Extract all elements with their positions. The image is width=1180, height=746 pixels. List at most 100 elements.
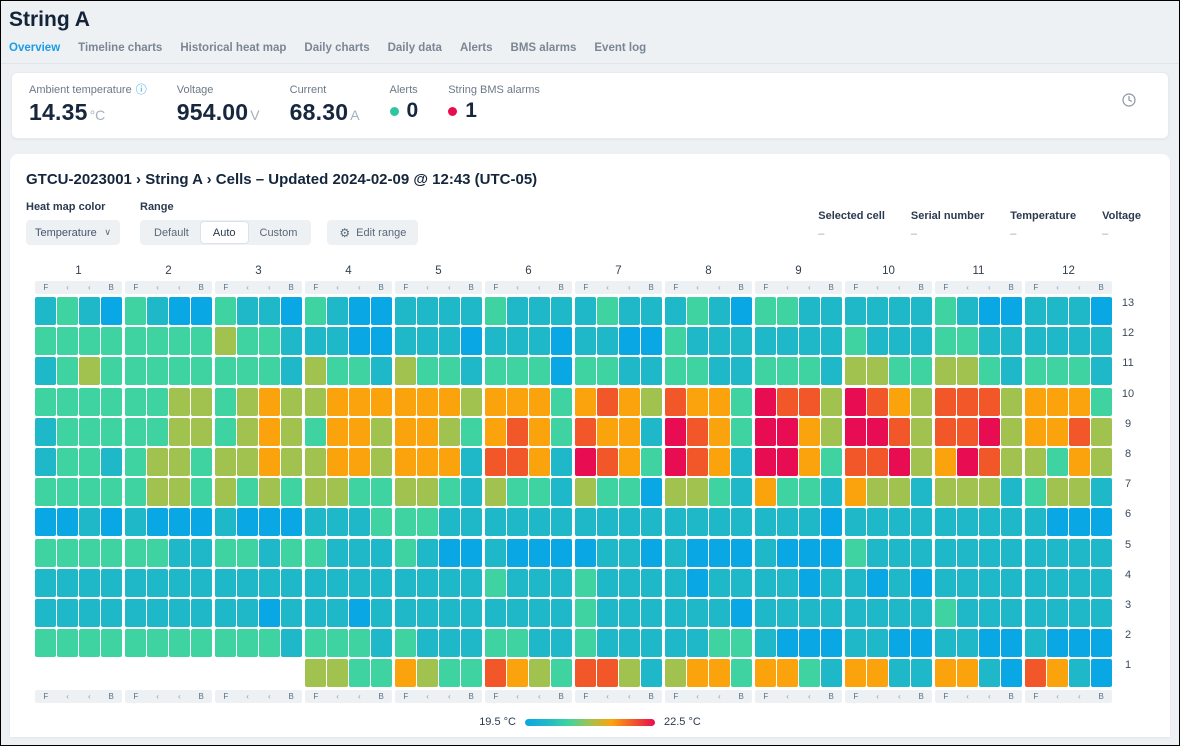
heatmap-cell[interactable] (641, 629, 662, 658)
heatmap-cell[interactable] (101, 327, 122, 356)
heatmap-cell[interactable] (215, 478, 236, 507)
heatmap-cell[interactable] (147, 327, 168, 356)
heatmap-cell[interactable] (147, 417, 168, 446)
heatmap-cell[interactable] (349, 417, 370, 446)
heatmap-cell[interactable] (687, 447, 708, 476)
heatmap-cell[interactable] (417, 327, 438, 356)
heatmap-cell[interactable] (237, 508, 258, 537)
heatmap-cell[interactable] (327, 387, 348, 416)
heatmap-cell[interactable] (1091, 538, 1112, 567)
tab-daily-charts[interactable]: Daily charts (304, 42, 370, 54)
heatmap-cell[interactable] (911, 508, 932, 537)
heatmap-cell[interactable] (237, 447, 258, 476)
heatmap-cell[interactable] (755, 538, 776, 567)
heatmap-cell[interactable] (1047, 568, 1068, 597)
heatmap-cell[interactable] (889, 387, 910, 416)
heatmap-cell[interactable] (327, 478, 348, 507)
heatmap-cell[interactable] (259, 629, 280, 658)
heatmap-cell[interactable] (979, 297, 1000, 325)
heatmap-cell[interactable] (935, 447, 956, 476)
heatmap-cell[interactable] (957, 568, 978, 597)
heatmap-cell[interactable] (305, 357, 326, 386)
heatmap-cell[interactable] (57, 297, 78, 325)
heatmap-cell[interactable] (147, 568, 168, 597)
heatmap-cell[interactable] (529, 629, 550, 658)
heatmap-cell[interactable] (371, 327, 392, 356)
heatmap-cell[interactable] (281, 538, 302, 567)
heatmap-cell[interactable] (57, 478, 78, 507)
edit-range-button[interactable]: ⚙ Edit range (327, 220, 419, 245)
heatmap-cell[interactable] (395, 478, 416, 507)
heatmap-cell[interactable] (709, 447, 730, 476)
heatmap-cell[interactable] (1001, 629, 1022, 658)
heatmap-cell[interactable] (237, 327, 258, 356)
heatmap-cell[interactable] (327, 598, 348, 627)
heatmap-cell[interactable] (191, 538, 212, 567)
heatmap-cell[interactable] (327, 659, 348, 688)
heatmap-cell[interactable] (35, 357, 56, 386)
heatmap-cell[interactable] (1025, 447, 1046, 476)
heatmap-cell[interactable] (551, 598, 572, 627)
heatmap-cell[interactable] (957, 629, 978, 658)
heatmap-cell[interactable] (665, 629, 686, 658)
heatmap-cell[interactable] (551, 478, 572, 507)
heatmap-cell[interactable] (215, 538, 236, 567)
heatmap-cell[interactable] (125, 387, 146, 416)
heatmap-cell[interactable] (485, 659, 506, 688)
heatmap-cell[interactable] (507, 568, 528, 597)
heatmap-cell[interactable] (125, 568, 146, 597)
heatmap-cell[interactable] (641, 417, 662, 446)
heatmap-cell[interactable] (755, 659, 776, 688)
heatmap-cell[interactable] (597, 357, 618, 386)
heatmap-cell[interactable] (79, 629, 100, 658)
heatmap-cell[interactable] (1047, 478, 1068, 507)
heatmap-cell[interactable] (125, 598, 146, 627)
heatmap-cell[interactable] (1025, 357, 1046, 386)
heatmap-cell[interactable] (867, 508, 888, 537)
heatmap-cell[interactable] (665, 568, 686, 597)
heatmap-cell[interactable] (755, 568, 776, 597)
heatmap-cell[interactable] (845, 598, 866, 627)
heatmap-cell[interactable] (349, 568, 370, 597)
heatmap-cell[interactable] (237, 387, 258, 416)
heatmap-cell[interactable] (1047, 447, 1068, 476)
heatmap-cell[interactable] (755, 297, 776, 325)
heatmap-cell[interactable] (439, 659, 460, 688)
heatmap-cell[interactable] (191, 387, 212, 416)
tab-bms-alarms[interactable]: BMS alarms (510, 42, 577, 54)
heatmap-cell[interactable] (799, 447, 820, 476)
heatmap-cell[interactable] (641, 357, 662, 386)
heatmap-cell[interactable] (191, 447, 212, 476)
heatmap-cell[interactable] (507, 478, 528, 507)
heatmap-cell[interactable] (461, 598, 482, 627)
heatmap-cell[interactable] (551, 327, 572, 356)
heatmap-cell[interactable] (417, 297, 438, 325)
heatmap-cell[interactable] (799, 297, 820, 325)
heatmap-cell[interactable] (461, 327, 482, 356)
heatmap-cell[interactable] (147, 357, 168, 386)
heatmap-cell[interactable] (1091, 629, 1112, 658)
heatmap-cell[interactable] (641, 478, 662, 507)
heatmap-cell[interactable] (867, 297, 888, 325)
heatmap-cell[interactable] (215, 327, 236, 356)
heatmap-cell[interactable] (845, 297, 866, 325)
heatmap-cell[interactable] (821, 297, 842, 325)
heatmap-cell[interactable] (619, 387, 640, 416)
heatmap-cell[interactable] (349, 478, 370, 507)
heatmap-cell[interactable] (1091, 568, 1112, 597)
heatmap-cell[interactable] (597, 478, 618, 507)
heatmap-cell[interactable] (641, 598, 662, 627)
heatmap-cell[interactable] (281, 447, 302, 476)
heatmap-cell[interactable] (709, 568, 730, 597)
heatmap-cell[interactable] (1069, 598, 1090, 627)
heatmap-cell[interactable] (417, 629, 438, 658)
heatmap-cell[interactable] (1047, 538, 1068, 567)
heatmap-cell[interactable] (1091, 387, 1112, 416)
heatmap-cell[interactable] (731, 478, 752, 507)
heatmap-cell[interactable] (461, 417, 482, 446)
heatmap-cell[interactable] (147, 297, 168, 325)
heatmap-cell[interactable] (507, 447, 528, 476)
heatmap-cell[interactable] (777, 327, 798, 356)
heatmap-cell[interactable] (979, 508, 1000, 537)
heatmap-cell[interactable] (845, 357, 866, 386)
